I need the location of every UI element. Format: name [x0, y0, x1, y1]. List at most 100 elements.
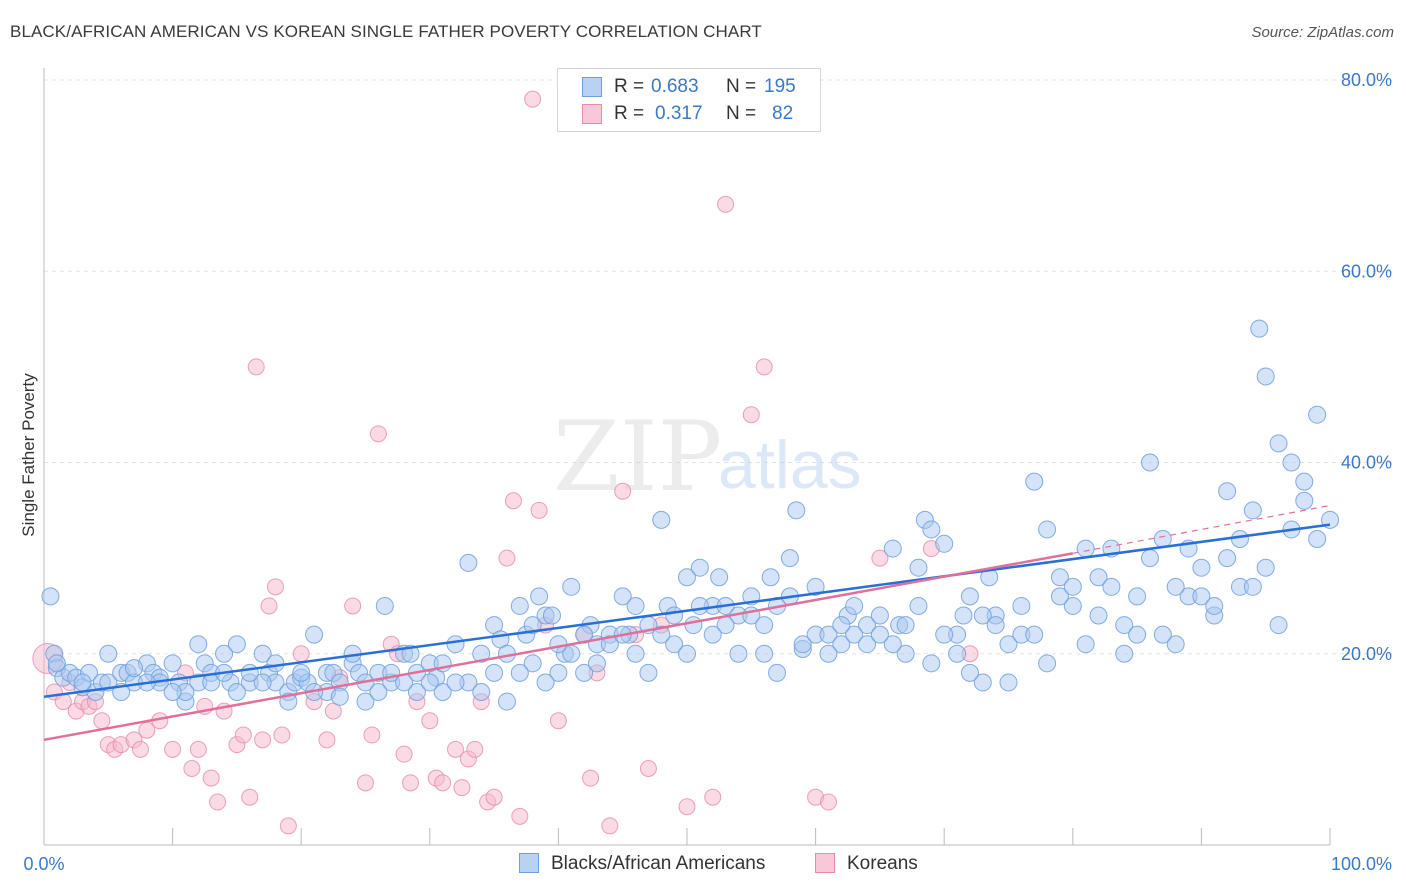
data-point-black [1115, 644, 1134, 663]
trend-line-koreans [43, 552, 1074, 742]
data-point-black [1192, 587, 1211, 606]
axes [43, 68, 1331, 846]
data-point-korean [755, 358, 773, 376]
data-point-black [1250, 319, 1269, 338]
legend-n-value: 195 [764, 76, 796, 97]
legend-r-value: 0.683 [651, 76, 699, 97]
data-point-black [587, 654, 606, 673]
data-point-black [1076, 635, 1095, 654]
data-point-black [472, 644, 491, 663]
data-point-korean [485, 788, 503, 806]
data-point-black [870, 606, 889, 625]
data-point-black [523, 654, 542, 673]
data-point-black [954, 606, 973, 625]
legend-swatch-blue [519, 853, 539, 873]
data-point-black [960, 663, 979, 682]
data-point-korean [434, 774, 452, 792]
data-point-black [523, 616, 542, 635]
data-point-black [292, 663, 311, 682]
data-point-black [710, 568, 729, 587]
data-point-black [41, 587, 60, 606]
data-point-black [832, 635, 851, 654]
data-point-black [305, 625, 324, 644]
data-point-korean [183, 760, 201, 777]
data-point-black [1128, 587, 1147, 606]
data-point-black [665, 635, 684, 654]
data-point-black [1140, 453, 1159, 472]
data-point-korean [260, 597, 278, 615]
data-point-black [755, 644, 774, 663]
data-point-korean [318, 731, 336, 749]
data-point-black [858, 616, 877, 635]
data-point-black [1295, 491, 1314, 510]
data-point-black [575, 663, 594, 682]
data-point-black [375, 596, 394, 615]
data-point-black [883, 635, 902, 654]
data-point-black [99, 644, 118, 663]
data-point-black [497, 692, 516, 711]
data-point-black [1128, 625, 1147, 644]
data-point-black [999, 635, 1018, 654]
data-point-black [960, 587, 979, 606]
data-point-black [626, 644, 645, 663]
data-point-black [549, 663, 568, 682]
data-point-korean [524, 90, 542, 108]
data-point-black [922, 520, 941, 539]
data-point-black [896, 616, 915, 635]
data-point-black [973, 606, 992, 625]
data-point-black [1269, 434, 1288, 453]
data-point-black [626, 596, 645, 615]
data-point-korean [292, 645, 310, 663]
data-point-black [768, 663, 787, 682]
data-point-black [330, 687, 349, 706]
data-point-korean [209, 793, 227, 811]
data-point-black [459, 553, 478, 572]
data-point-korean [614, 482, 632, 500]
data-point-black [446, 673, 465, 692]
data-point-black [1243, 501, 1262, 520]
data-point-black [678, 644, 696, 663]
data-point-black [369, 683, 388, 701]
data-point-black [703, 625, 722, 644]
data-point-black [356, 692, 375, 711]
chart-source: Source: ZipAtlas.com [1251, 24, 1394, 41]
series-blacks-points [41, 319, 1339, 711]
data-point-black [510, 663, 529, 682]
data-point-black [227, 683, 246, 701]
data-point-black [870, 625, 889, 644]
data-point-black [761, 568, 780, 587]
data-point-black [542, 606, 561, 625]
data-point-black [948, 644, 967, 663]
data-point-korean [717, 195, 735, 213]
data-point-black [922, 654, 941, 673]
data-point-korean [530, 501, 548, 519]
data-point-black [446, 635, 465, 654]
data-point-black [227, 635, 246, 654]
data-point-korean [131, 740, 149, 758]
data-point-black [1269, 616, 1288, 635]
data-point-korean [202, 769, 220, 787]
data-point-korean [639, 760, 657, 777]
data-point-black [536, 673, 555, 692]
data-point-black [47, 654, 66, 673]
data-point-black [819, 644, 838, 663]
data-point-black [909, 558, 928, 577]
data-point-black [1230, 530, 1249, 548]
data-point-black [163, 654, 182, 673]
data-point-black [433, 683, 452, 701]
data-point-black [1218, 549, 1237, 568]
trend-lines [43, 504, 1331, 742]
data-point-black [1025, 625, 1044, 644]
data-point-korean [421, 712, 439, 730]
tick-labels: 20.0% 40.0% 60.0% 80.0% 0.0% 100.0% [23, 70, 1392, 874]
data-point-black [73, 673, 92, 692]
data-point-black [215, 644, 234, 663]
legend-r-label: R = [614, 103, 645, 124]
data-point-korean [601, 817, 619, 835]
data-point-korean [582, 769, 600, 787]
data-point-black [472, 683, 491, 701]
y-tick-label: 40.0% [1341, 453, 1392, 473]
data-point-black [780, 549, 799, 568]
data-point-black [678, 568, 696, 587]
